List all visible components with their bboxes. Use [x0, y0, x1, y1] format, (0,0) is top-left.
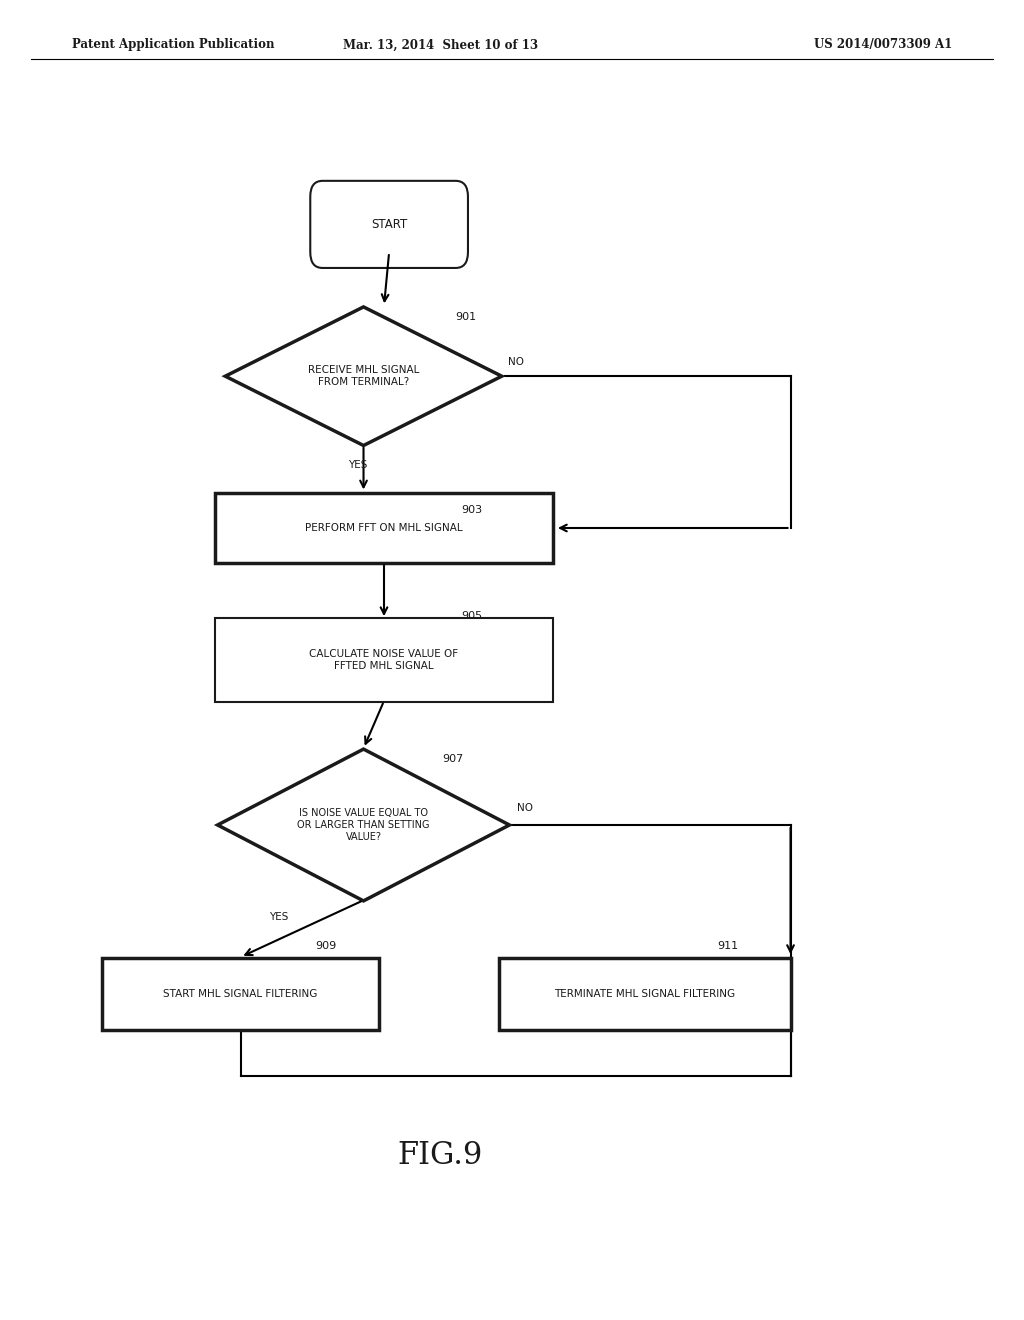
Text: Mar. 13, 2014  Sheet 10 of 13: Mar. 13, 2014 Sheet 10 of 13	[343, 38, 538, 51]
Text: FIG.9: FIG.9	[397, 1139, 483, 1171]
FancyBboxPatch shape	[500, 958, 791, 1030]
Text: TERMINATE MHL SIGNAL FILTERING: TERMINATE MHL SIGNAL FILTERING	[555, 989, 735, 999]
Text: 911: 911	[717, 941, 738, 952]
Text: NO: NO	[517, 803, 534, 813]
Text: NO: NO	[508, 356, 524, 367]
FancyBboxPatch shape	[102, 958, 379, 1030]
Text: Patent Application Publication: Patent Application Publication	[72, 38, 274, 51]
Text: 909: 909	[315, 941, 337, 952]
Polygon shape	[217, 750, 509, 900]
Text: 903: 903	[461, 504, 482, 515]
Polygon shape	[225, 308, 502, 446]
Text: CALCULATE NOISE VALUE OF
FFTED MHL SIGNAL: CALCULATE NOISE VALUE OF FFTED MHL SIGNA…	[309, 649, 459, 671]
FancyBboxPatch shape	[215, 492, 553, 562]
Text: 905: 905	[461, 611, 482, 622]
Text: YES: YES	[348, 459, 368, 470]
Text: YES: YES	[269, 912, 289, 923]
Text: 907: 907	[442, 754, 464, 764]
FancyBboxPatch shape	[310, 181, 468, 268]
FancyBboxPatch shape	[215, 618, 553, 702]
Text: IS NOISE VALUE EQUAL TO
OR LARGER THAN SETTING
VALUE?: IS NOISE VALUE EQUAL TO OR LARGER THAN S…	[297, 808, 430, 842]
Text: PERFORM FFT ON MHL SIGNAL: PERFORM FFT ON MHL SIGNAL	[305, 523, 463, 533]
Text: 901: 901	[456, 312, 477, 322]
Text: START: START	[371, 218, 408, 231]
Text: RECEIVE MHL SIGNAL
FROM TERMINAL?: RECEIVE MHL SIGNAL FROM TERMINAL?	[308, 366, 419, 387]
Text: START MHL SIGNAL FILTERING: START MHL SIGNAL FILTERING	[164, 989, 317, 999]
Text: US 2014/0073309 A1: US 2014/0073309 A1	[814, 38, 952, 51]
